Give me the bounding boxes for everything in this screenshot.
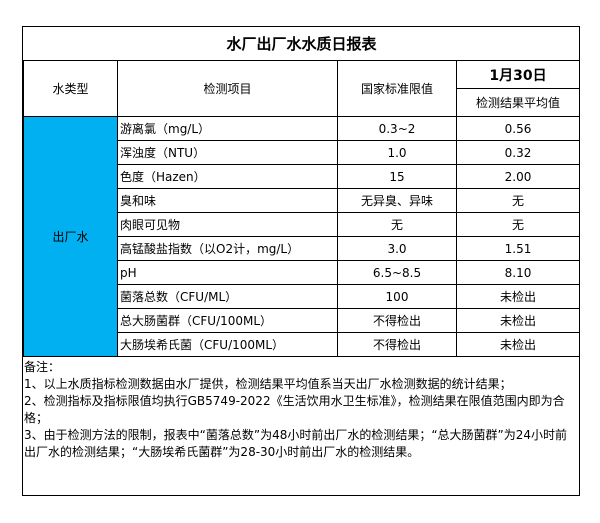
cell-limit: 0.3~2 <box>337 116 457 141</box>
notes: 备注： 1、以上水质指标检测数据由水厂提供，检测结果平均值系当天出厂水检测数据的… <box>23 357 579 495</box>
water-quality-table: 水厂出厂水水质日报表 水类型 检测项目 国家标准限值 1月30日 检测结果平均值… <box>23 27 581 357</box>
note-line: 1、以上水质指标检测数据由水厂提供，检测结果平均值系当天出厂水检测数据的统计结果… <box>24 377 512 391</box>
cell-result: 0.56 <box>455 116 581 141</box>
cell-result: 0.32 <box>455 140 581 165</box>
table-row: 总大肠菌群（CFU/100ML） 不得检出 未检出 <box>24 308 581 333</box>
header-date: 1月30日 <box>455 60 581 89</box>
cell-limit: 15 <box>337 164 457 189</box>
cell-limit: 不得检出 <box>337 332 457 357</box>
table-row: 菌落总数（CFU/ML） 100 未检出 <box>24 284 581 309</box>
table-row: 肉眼可见物无无 <box>24 212 581 237</box>
cell-limit: 100 <box>337 284 457 309</box>
table-row: pH 6.5~8.5 8.10 <box>24 260 581 285</box>
cell-result: 未检出 <box>455 332 581 357</box>
cell-item: 游离氯（mg/L） <box>117 116 338 141</box>
cell-item: 高锰酸盐指数（以O2计，mg/L） <box>117 236 338 261</box>
cell-item: pH <box>117 260 338 285</box>
cell-limit: 6.5~8.5 <box>337 260 457 285</box>
cell-limit: 无 <box>337 212 457 237</box>
cell-result: 未检出 <box>455 284 581 309</box>
table-row: 高锰酸盐指数（以O2计，mg/L） 3.0 1.51 <box>24 236 581 261</box>
note-line: 3、由于检测方法的限制，报表中“菌落总数”为48小时前出厂水的检测结果；“总大肠… <box>24 428 568 459</box>
header-item: 检测项目 <box>117 60 338 117</box>
table-row: 大肠埃希氏菌（CFU/100ML） 不得检出 未检出 <box>24 332 581 357</box>
cell-item: 大肠埃希氏菌（CFU/100ML） <box>117 332 338 357</box>
cell-result: 无 <box>455 212 581 237</box>
cell-item: 总大肠菌群（CFU/100ML） <box>117 308 338 333</box>
cell-limit: 3.0 <box>337 236 457 261</box>
cell-result: 无 <box>455 188 581 213</box>
table-row: 浑浊度（NTU） 1.0 0.32 <box>24 140 581 165</box>
cell-limit: 无异臭、异味 <box>337 188 457 213</box>
note-line: 2、检测指标及指标限值均执行GB5749-2022《生活饮用水卫生标准》，检测结… <box>24 394 565 425</box>
header-limit: 国家标准限值 <box>337 60 457 117</box>
water-type-cell: 出厂水 <box>23 116 118 357</box>
cell-item: 浑浊度（NTU） <box>117 140 338 165</box>
cell-item: 菌落总数（CFU/ML） <box>117 284 338 309</box>
report-sheet: 水厂出厂水水质日报表 水类型 检测项目 国家标准限值 1月30日 检测结果平均值… <box>22 26 581 496</box>
table-row: 出厂水 游离氯（mg/L） 0.3~2 0.56 <box>23 116 581 357</box>
cell-item: 臭和味 <box>117 188 338 213</box>
cell-result: 8.10 <box>455 260 581 285</box>
cell-limit: 不得检出 <box>337 308 457 333</box>
header-result: 检测结果平均值 <box>455 88 581 117</box>
cell-item: 肉眼可见物 <box>117 212 338 237</box>
report-title: 水厂出厂水水质日报表 <box>23 27 580 61</box>
notes-heading: 备注： <box>24 360 61 374</box>
cell-result: 2.00 <box>455 164 581 189</box>
cell-item: 色度（Hazen） <box>117 164 338 189</box>
table-row: 臭和味 无异臭、异味无 <box>24 188 581 213</box>
header-water-type: 水类型 <box>23 60 118 117</box>
cell-limit: 1.0 <box>337 140 457 165</box>
table-row: 色度（Hazen） 15 2.00 <box>24 164 581 189</box>
cell-result: 未检出 <box>455 308 581 333</box>
cell-result: 1.51 <box>455 236 581 261</box>
